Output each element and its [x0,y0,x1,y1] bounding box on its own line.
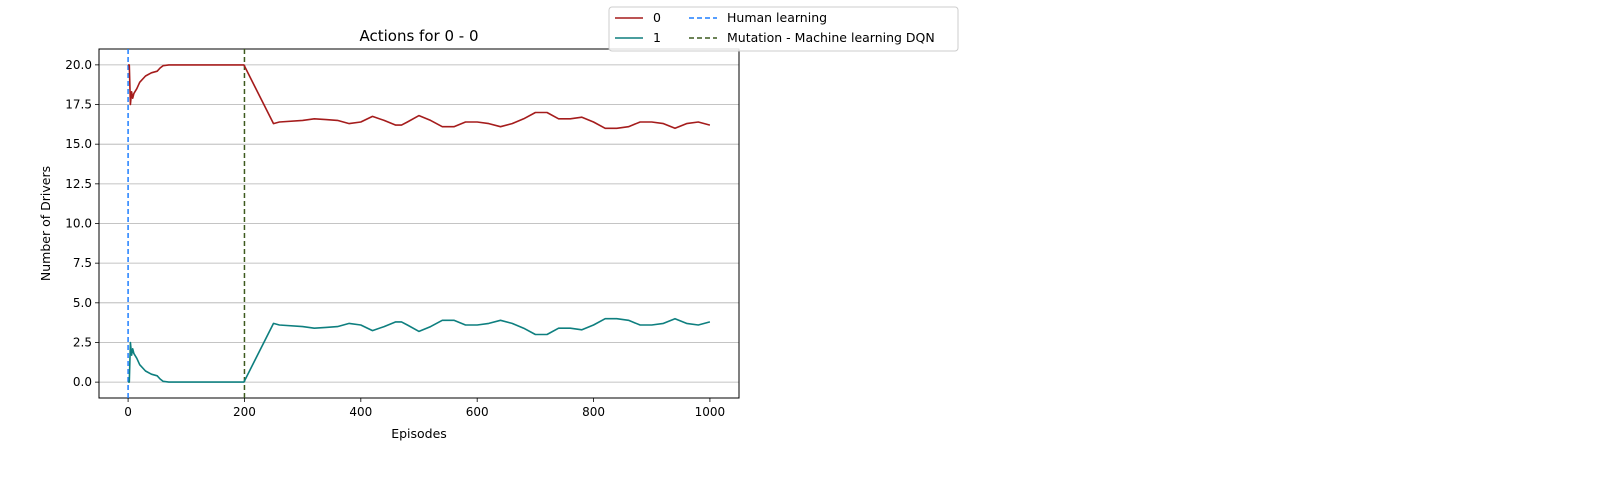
y-tick-label: 0.0 [73,375,92,389]
x-tick-label: 1000 [695,405,726,419]
y-tick-label: 10.0 [65,217,92,231]
x-axis-ticks: 0 200 400 600 800 1000 [124,398,725,419]
y-tick-label: 2.5 [73,335,92,349]
legend-frame [608,6,959,52]
y-tick-label: 5.0 [73,296,92,310]
vertical-marker-lines [127,49,246,398]
x-tick-label: 600 [466,405,489,419]
y-tick-label: 12.5 [65,177,92,191]
x-tick-label: 400 [349,405,372,419]
y-gridlines [99,64,739,383]
y-tick-label: 15.0 [65,137,92,151]
x-tick-label: 800 [582,405,605,419]
series-line-1 [128,317,711,383]
x-tick-label: 0 [124,405,132,419]
x-tick-label: 200 [233,405,256,419]
legend: 0 1 Human learning Mutation - Machine learn… [608,6,959,52]
y-axis-ticks: 0.0 2.5 5.0 7.5 10.0 12.5 15.0 17.5 20.0 [65,58,99,389]
series-lines [128,64,711,383]
x-axis-label: Episodes [391,426,447,441]
chart-title: Actions for 0 - 0 [360,27,479,45]
y-axis-label: Number of Drivers [38,166,53,281]
legend-label: 0 [653,10,661,25]
y-tick-label: 7.5 [73,256,92,270]
y-tick-label: 20.0 [65,58,92,72]
legend-label: 1 [653,30,661,45]
series-line-0 [128,64,711,130]
legend-label: Mutation - Machine learning DQN [727,30,935,45]
legend-label: Human learning [727,10,827,25]
y-tick-label: 17.5 [65,98,92,112]
